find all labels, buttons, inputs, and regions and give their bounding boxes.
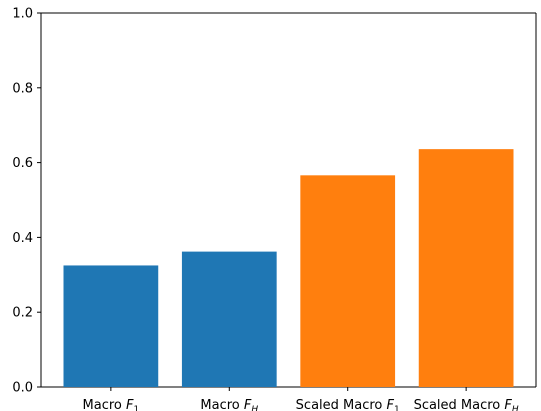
bar-1 (63, 265, 159, 387)
y-tick-label: 1.0 (12, 7, 33, 22)
x-tick-label-text: Macro (83, 398, 126, 411)
x-tick-label: Macro FH (200, 398, 258, 411)
x-tick-label-symbol: F (244, 398, 252, 411)
x-tick-label-symbol: F (387, 398, 395, 411)
x-tick-label-subscript: 1 (133, 405, 139, 411)
x-tick-label-symbol: F (504, 398, 512, 411)
bar-2 (181, 251, 277, 387)
x-tick-label: Macro F1 (83, 398, 140, 411)
bar-4 (418, 149, 514, 387)
x-tick-label-text: Scaled Macro (296, 398, 387, 411)
x-tick-label-subscript: H (512, 405, 519, 411)
x-axis-ticks: Macro F1 Macro FH Scaled Macro F1 Scaled Ma… (83, 387, 519, 411)
y-tick-label: 0.6 (12, 156, 33, 171)
bars-group (63, 149, 514, 387)
y-tick-label: 0.2 (12, 306, 33, 321)
y-tick-label: 0.0 (12, 381, 33, 396)
y-tick-label: 0.4 (12, 231, 33, 246)
x-tick-label-subscript: H (251, 405, 258, 411)
y-axis-ticks: 0.0 0.2 0.4 0.6 0.8 1.0 (12, 7, 41, 396)
y-tick-label: 0.8 (12, 81, 33, 96)
x-tick-label-text: Macro (200, 398, 243, 411)
bar-3 (300, 175, 396, 387)
x-tick-label-text: Scaled Macro (414, 398, 505, 411)
x-tick-label-subscript: 1 (394, 405, 400, 411)
x-tick-label: Scaled Macro FH (414, 398, 519, 411)
x-tick-label-symbol: F (126, 398, 134, 411)
x-tick-label: Scaled Macro F1 (296, 398, 400, 411)
